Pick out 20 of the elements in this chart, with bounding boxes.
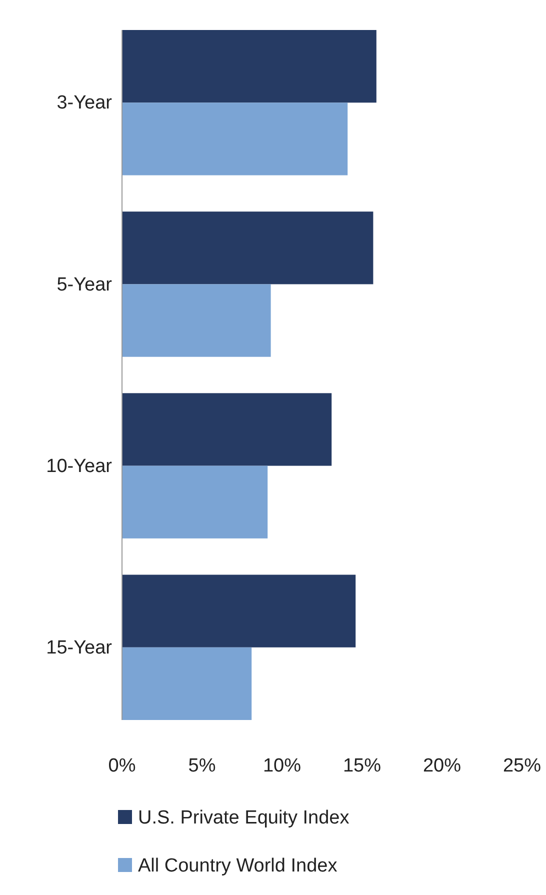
y-tick-label: 5-Year [56,274,113,296]
bar [122,393,332,466]
x-tick-label: 20% [422,755,462,776]
bar [122,647,252,720]
x-tick-label: 15% [342,755,382,776]
bar [122,284,271,357]
bar [122,212,374,284]
bar [122,466,268,538]
bar [122,102,348,176]
x-tick-label: 10% [262,755,302,776]
legend-label: U.S. Private Equity Index [138,808,350,829]
x-tick-label: 0% [108,755,136,776]
legend-label: All Country World Index [138,856,338,877]
x-tick-label: 25% [502,755,542,776]
bar [122,30,376,103]
y-tick-label: 3-Year [56,92,113,114]
y-tick-label: 15-Year [46,637,113,658]
bar [122,574,356,648]
x-tick-label: 5% [188,755,216,776]
y-tick-label: 10-Year [46,456,113,477]
